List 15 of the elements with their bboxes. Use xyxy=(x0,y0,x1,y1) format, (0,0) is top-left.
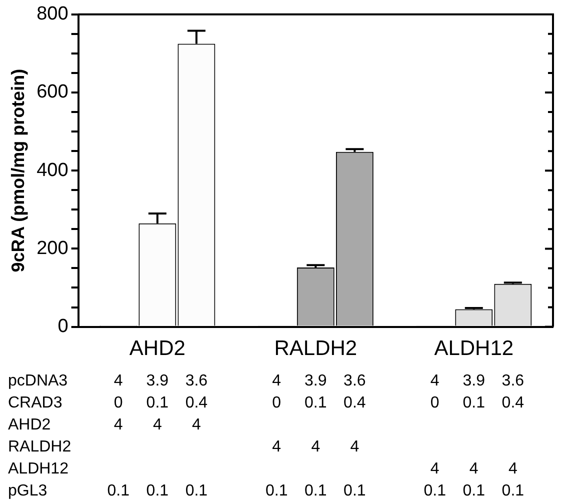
y-axis-title: 9cRA (pmol/mg protein) xyxy=(8,68,28,272)
y-tick-label: 800 xyxy=(36,4,68,25)
text: AHD2 4 4 4 xyxy=(8,416,201,434)
y-tick-label: 400 xyxy=(36,160,68,181)
text: pGL3 0.1 0.1 0.1 0.1 0.1 0.1 0.1 0.1 0.1 xyxy=(8,482,524,500)
text: ALDH12 4 4 4 xyxy=(8,460,518,478)
y-tick-label: 200 xyxy=(36,238,68,259)
x-tick-label: RALDH2 xyxy=(274,337,358,360)
text: CRAD3 0 0.1 0.4 0 0.1 0.4 0 0.1 0.4 xyxy=(8,394,524,412)
text: pcDNA3 4 3.9 3.6 4 3.9 3.6 4 3.9 3.6 xyxy=(8,372,524,390)
x-tick-label: AHD2 xyxy=(129,337,186,360)
x-tick-label: ALDH12 xyxy=(434,337,514,360)
y-tick-label: 600 xyxy=(36,82,68,103)
y-tick-label: 0 xyxy=(58,316,68,338)
text: RALDH2 4 4 4 xyxy=(8,438,360,456)
